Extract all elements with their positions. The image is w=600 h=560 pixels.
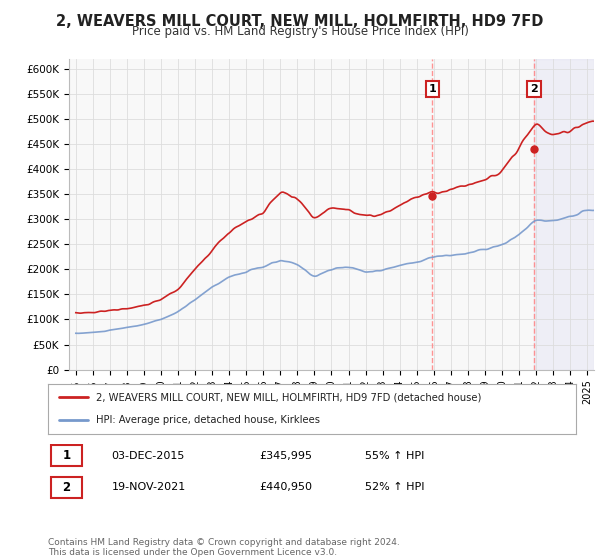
Text: HPI: Average price, detached house, Kirklees: HPI: Average price, detached house, Kirk… — [95, 416, 320, 426]
Text: 2: 2 — [530, 84, 538, 94]
FancyBboxPatch shape — [50, 445, 82, 466]
Text: Contains HM Land Registry data © Crown copyright and database right 2024.
This d: Contains HM Land Registry data © Crown c… — [48, 538, 400, 557]
Text: 19-NOV-2021: 19-NOV-2021 — [112, 483, 185, 492]
Bar — [534, 59, 594, 370]
Text: 03-DEC-2015: 03-DEC-2015 — [112, 451, 185, 460]
Text: 2, WEAVERS MILL COURT, NEW MILL, HOLMFIRTH, HD9 7FD: 2, WEAVERS MILL COURT, NEW MILL, HOLMFIR… — [56, 14, 544, 29]
Text: £440,950: £440,950 — [259, 483, 312, 492]
Text: Price paid vs. HM Land Registry's House Price Index (HPI): Price paid vs. HM Land Registry's House … — [131, 25, 469, 38]
Text: 2: 2 — [62, 481, 71, 494]
FancyBboxPatch shape — [50, 477, 82, 498]
Text: 2, WEAVERS MILL COURT, NEW MILL, HOLMFIRTH, HD9 7FD (detached house): 2, WEAVERS MILL COURT, NEW MILL, HOLMFIR… — [95, 392, 481, 402]
Text: 1: 1 — [62, 449, 71, 462]
Text: 1: 1 — [428, 84, 436, 94]
Text: 55% ↑ HPI: 55% ↑ HPI — [365, 451, 424, 460]
Text: £345,995: £345,995 — [259, 451, 312, 460]
Text: 52% ↑ HPI: 52% ↑ HPI — [365, 483, 424, 492]
